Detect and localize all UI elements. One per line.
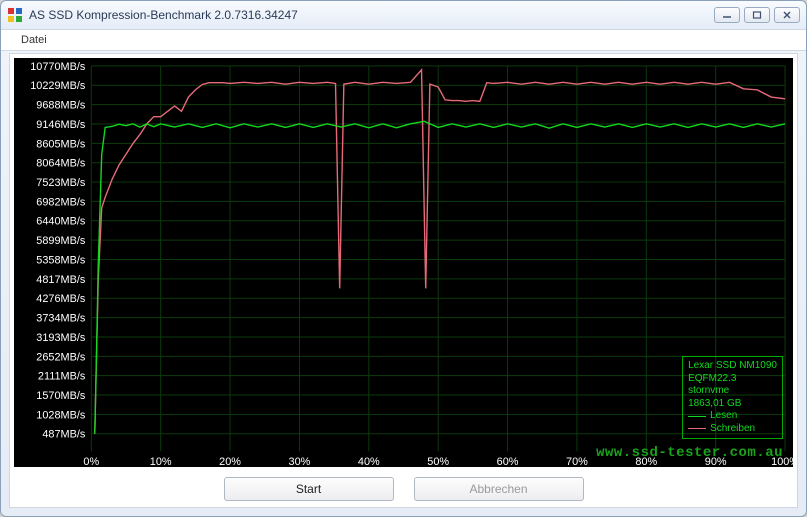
legend-box: Lexar SSD NM1090 EQFM22.3 stornvme 1863,… xyxy=(682,356,783,439)
close-icon xyxy=(782,11,792,19)
titlebar[interactable]: AS SSD Kompression-Benchmark 2.0.7316.34… xyxy=(1,1,806,29)
cancel-button[interactable]: Abbrechen xyxy=(414,477,584,501)
svg-text:2111MB/s: 2111MB/s xyxy=(38,371,86,383)
legend-driver: stornvme xyxy=(688,385,777,398)
app-window: AS SSD Kompression-Benchmark 2.0.7316.34… xyxy=(0,0,807,517)
benchmark-chart: 487MB/s 1028MB/s 1570MB/s 2111MB/s 2652MB/s 3… xyxy=(14,58,793,467)
svg-text:8605MB/s: 8605MB/s xyxy=(36,138,86,150)
svg-text:3734MB/s: 3734MB/s xyxy=(36,313,86,325)
chart-area: 487MB/s 1028MB/s 1570MB/s 2111MB/s 2652MB/s 3… xyxy=(14,58,793,467)
legend-firmware: EQFM22.3 xyxy=(688,373,777,386)
button-row: Start Abbrechen xyxy=(10,477,797,501)
start-button[interactable]: Start xyxy=(224,477,394,501)
legend-capacity: 1863,01 GB xyxy=(688,398,777,411)
close-button[interactable] xyxy=(774,7,800,23)
svg-text:5899MB/s: 5899MB/s xyxy=(36,235,86,247)
svg-text:5358MB/s: 5358MB/s xyxy=(36,254,86,266)
svg-text:40%: 40% xyxy=(358,456,380,467)
svg-text:4817MB/s: 4817MB/s xyxy=(36,274,86,286)
svg-text:7523MB/s: 7523MB/s xyxy=(36,177,86,189)
svg-text:70%: 70% xyxy=(566,456,588,467)
window-title: AS SSD Kompression-Benchmark 2.0.7316.34… xyxy=(29,8,714,22)
svg-text:1028MB/s: 1028MB/s xyxy=(36,409,86,421)
menubar: Datei xyxy=(1,29,806,51)
svg-text:3193MB/s: 3193MB/s xyxy=(36,332,86,344)
svg-text:10%: 10% xyxy=(150,456,172,467)
legend-write-label: Schreiben xyxy=(710,423,755,436)
content-pane: 487MB/s 1028MB/s 1570MB/s 2111MB/s 2652MB/s 3… xyxy=(9,53,798,508)
legend-write-row: Schreiben xyxy=(688,423,777,436)
legend-read-swatch xyxy=(688,416,706,417)
maximize-icon xyxy=(752,11,762,19)
app-icon xyxy=(7,7,23,23)
svg-text:6982MB/s: 6982MB/s xyxy=(36,196,86,208)
svg-text:4276MB/s: 4276MB/s xyxy=(36,293,86,305)
svg-text:30%: 30% xyxy=(289,456,311,467)
minimize-button[interactable] xyxy=(714,7,740,23)
legend-device: Lexar SSD NM1090 xyxy=(688,360,777,373)
svg-text:0%: 0% xyxy=(83,456,99,467)
svg-text:9146MB/s: 9146MB/s xyxy=(36,119,86,131)
svg-text:6440MB/s: 6440MB/s xyxy=(36,216,86,228)
legend-read-row: Lesen xyxy=(688,410,777,423)
watermark-text: www.ssd-tester.com.au xyxy=(596,445,783,461)
menu-datei[interactable]: Datei xyxy=(13,32,55,48)
svg-text:10229MB/s: 10229MB/s xyxy=(30,80,86,92)
maximize-button[interactable] xyxy=(744,7,770,23)
minimize-icon xyxy=(722,11,732,19)
svg-text:2652MB/s: 2652MB/s xyxy=(36,351,86,363)
svg-text:1570MB/s: 1570MB/s xyxy=(36,390,86,402)
svg-text:60%: 60% xyxy=(497,456,519,467)
svg-text:20%: 20% xyxy=(219,456,241,467)
svg-text:9688MB/s: 9688MB/s xyxy=(36,100,86,112)
window-controls xyxy=(714,7,800,23)
svg-text:50%: 50% xyxy=(427,456,449,467)
svg-text:8064MB/s: 8064MB/s xyxy=(36,158,86,170)
legend-read-label: Lesen xyxy=(710,410,737,423)
svg-text:10770MB/s: 10770MB/s xyxy=(30,61,86,73)
legend-write-swatch xyxy=(688,428,706,429)
svg-text:487MB/s: 487MB/s xyxy=(42,429,86,441)
